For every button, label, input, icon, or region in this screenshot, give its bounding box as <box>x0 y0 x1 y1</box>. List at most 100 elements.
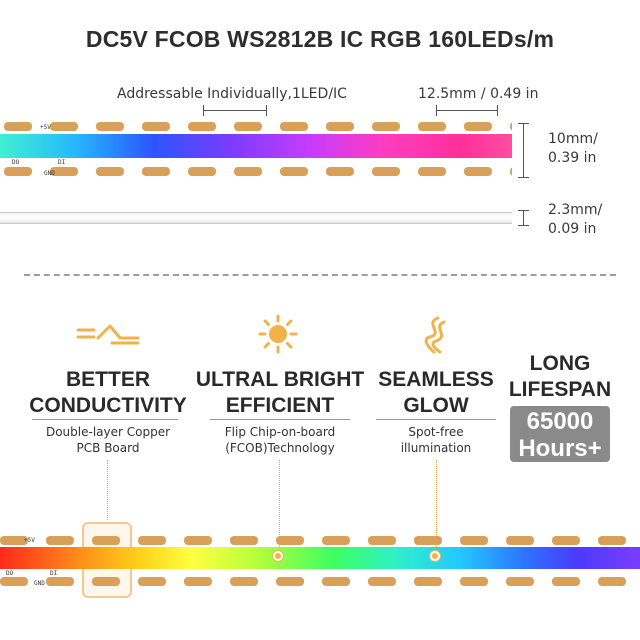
copper-pad <box>50 167 78 176</box>
feature-conductivity-title: BETTER CONDUCTIVITY <box>29 368 187 417</box>
copper-pad <box>372 122 400 131</box>
bottom-strip-pads-upper <box>0 536 640 545</box>
copper-pad <box>96 167 124 176</box>
copper-pad <box>418 167 446 176</box>
copper-pad <box>46 577 74 586</box>
addressable-label: Addressable Individually,1LED/IC <box>117 86 347 102</box>
copper-pad <box>234 167 262 176</box>
copper-pad <box>276 536 304 545</box>
copper-pad <box>460 536 488 545</box>
feature-bright-rule <box>210 419 350 420</box>
copper-pad <box>460 577 488 586</box>
width-dimension-line <box>523 123 524 177</box>
width-tick-bottom <box>518 177 529 178</box>
copper-pad <box>326 122 354 131</box>
top-strip-light-band <box>0 134 512 158</box>
bright-leader <box>279 460 280 557</box>
copper-pad <box>138 577 166 586</box>
led-span-line <box>203 110 267 111</box>
feature-lifespan-title: LONG LIFESPAN <box>508 352 612 401</box>
copper-pad <box>368 577 396 586</box>
copper-pad <box>276 577 304 586</box>
copper-pad <box>4 122 32 131</box>
bottom-strip-light-band <box>0 547 640 569</box>
led-span-tick-left <box>203 105 204 116</box>
conductivity-leader <box>107 460 108 520</box>
copper-pad <box>138 536 166 545</box>
bottom-strip-di-label: DI <box>50 570 58 577</box>
top-strip-pads-lower <box>0 167 512 176</box>
copper-pad <box>322 536 350 545</box>
feature-conductivity-desc: Double-layer Copper PCB Board <box>45 425 171 455</box>
copper-pad <box>188 122 216 131</box>
thickness-label-line2: 0.09 in <box>548 221 597 237</box>
copper-pad <box>418 122 446 131</box>
width-tick-top <box>518 123 529 124</box>
top-strip-pads-upper <box>0 122 512 131</box>
copper-pad <box>552 536 580 545</box>
width-label-line2: 0.39 in <box>548 150 597 166</box>
copper-pad <box>280 167 308 176</box>
copper-pad <box>506 536 534 545</box>
top-led-strip: +5V DI DO GND <box>0 120 512 178</box>
feature-glow-desc: Spot-free illumination <box>400 425 472 455</box>
thickness-dimension-line <box>523 210 524 226</box>
glow-marker <box>430 551 440 561</box>
bottom-strip-gnd-label: GND <box>34 580 45 587</box>
copper-pad <box>326 167 354 176</box>
pitch-span-tick-right <box>497 105 498 116</box>
sun-icon <box>258 314 298 354</box>
copper-pad <box>510 122 512 131</box>
copper-pad <box>50 122 78 131</box>
copper-pad <box>92 577 120 586</box>
copper-pad <box>184 536 212 545</box>
top-strip-5v-label: +5V <box>40 124 51 131</box>
copper-pad <box>464 167 492 176</box>
copper-pad <box>372 167 400 176</box>
copper-pad <box>510 167 512 176</box>
copper-pad <box>598 577 626 586</box>
copper-pad <box>230 536 258 545</box>
copper-pad <box>188 167 216 176</box>
conductivity-icon <box>76 324 140 345</box>
section-divider <box>24 274 616 276</box>
wave-icon <box>424 316 446 354</box>
copper-pad <box>96 122 124 131</box>
copper-pad <box>0 577 28 586</box>
top-strip-gnd-label: GND <box>44 170 55 177</box>
pitch-label: 12.5mm / 0.49 in <box>418 86 539 102</box>
copper-pad <box>142 167 170 176</box>
width-label-line1: 10mm/ <box>548 131 598 147</box>
page-title: DC5V FCOB WS2812B IC RGB 160LEDs/m <box>85 26 555 52</box>
copper-pad <box>552 577 580 586</box>
copper-pad <box>414 536 442 545</box>
copper-pad <box>506 577 534 586</box>
bottom-strip-5v-label: +5V <box>24 537 35 544</box>
bright-marker <box>273 551 283 561</box>
led-span-tick-right <box>266 105 267 116</box>
top-strip-di-label: DI <box>58 159 66 166</box>
copper-pad <box>46 536 74 545</box>
bottom-strip-pads-lower <box>0 577 640 586</box>
copper-pad <box>598 536 626 545</box>
copper-pad <box>92 536 120 545</box>
thickness-label-line1: 2.3mm/ <box>548 202 603 218</box>
copper-pad <box>464 122 492 131</box>
copper-pad <box>322 577 350 586</box>
top-strip-do-label: DO <box>12 159 20 166</box>
thickness-tick-bottom <box>518 225 529 226</box>
copper-pad <box>230 577 258 586</box>
copper-pad <box>4 167 32 176</box>
strip-side-profile <box>0 212 512 224</box>
feature-bright-desc: Flip Chip-on-board (FCOB)Technology <box>224 425 336 455</box>
glow-leader <box>436 460 437 557</box>
feature-glow-title: SEAMLESS GLOW <box>378 368 494 417</box>
bottom-strip-do-label: DO <box>6 570 14 577</box>
pitch-span-line <box>436 110 498 111</box>
copper-pad <box>414 577 442 586</box>
pitch-span-tick-left <box>436 105 437 116</box>
copper-pad <box>0 536 28 545</box>
copper-pad <box>280 122 308 131</box>
feature-conductivity-rule <box>32 419 178 420</box>
copper-pad <box>184 577 212 586</box>
